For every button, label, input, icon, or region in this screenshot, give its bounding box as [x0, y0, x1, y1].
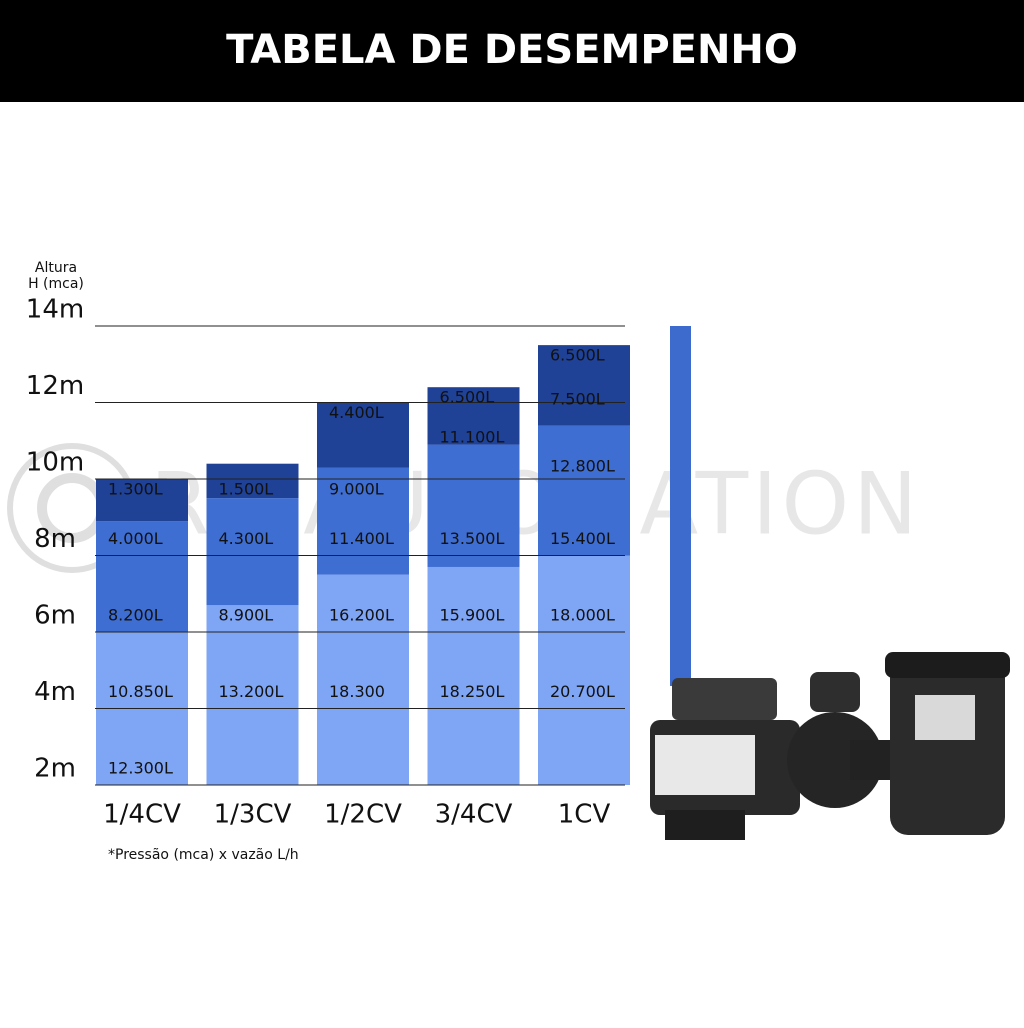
y-tick-label: 2m — [34, 754, 76, 784]
bar-segment — [538, 345, 630, 426]
y-axis-label: H (mca) — [28, 276, 84, 292]
bar-segment — [317, 574, 409, 785]
flow-label: 6.500L — [440, 387, 495, 406]
title-band — [0, 0, 1024, 102]
bar-segment — [206, 498, 299, 606]
flow-label: 15.900L — [440, 606, 505, 625]
bar-segment — [206, 605, 299, 785]
y-tick-label: 12m — [26, 371, 84, 401]
x-tick-label: 1CV — [558, 800, 611, 830]
x-tick-label: 1/4CV — [103, 800, 181, 830]
flow-label: 9.000L — [329, 479, 384, 498]
x-tick-label: 1/3CV — [214, 800, 292, 830]
flow-label: 18.300 — [329, 682, 385, 701]
bar-segment — [427, 566, 520, 785]
y-tick-label: 14m — [26, 295, 84, 325]
flow-label: 12.800L — [550, 456, 615, 475]
flow-label: 4.300L — [219, 529, 274, 548]
x-tick-label: 3/4CV — [435, 800, 513, 830]
flow-label: 8.900L — [219, 606, 274, 625]
bar-segment — [538, 425, 630, 556]
bar-segment — [427, 387, 520, 445]
flow-label: 1.300L — [108, 479, 163, 498]
flow-label: 8.200L — [108, 606, 163, 625]
bar-segment — [206, 463, 299, 499]
flow-label: 18.000L — [550, 606, 615, 625]
decor-bar — [670, 326, 691, 686]
flow-label: 13.500L — [440, 529, 505, 548]
bar-segment — [538, 555, 630, 785]
flow-label: 11.100L — [440, 428, 505, 447]
bar-segment — [96, 479, 188, 522]
x-tick-label: 1/2CV — [324, 800, 402, 830]
y-tick-label: 8m — [34, 524, 76, 554]
flow-label: 1.500L — [219, 479, 274, 498]
y-tick-label: 10m — [26, 448, 84, 478]
footnote: *Pressão (mca) x vazão L/h — [108, 847, 299, 863]
chart-title: TABELA DE DESEMPENHO — [226, 27, 798, 73]
bar-segment — [96, 521, 188, 632]
flow-label: 20.700L — [550, 682, 615, 701]
y-tick-label: 4m — [34, 677, 76, 707]
flow-label: 7.500L — [550, 389, 605, 408]
flow-label: 11.400L — [329, 529, 394, 548]
flow-label: 16.200L — [329, 606, 394, 625]
flow-label: 10.850L — [108, 682, 173, 701]
flow-label: 15.400L — [550, 529, 615, 548]
flow-label: 13.200L — [219, 682, 284, 701]
bar-segment — [427, 444, 520, 567]
bar-segment — [317, 402, 409, 468]
flow-label: 12.300L — [108, 759, 173, 778]
flow-label: 18.250L — [440, 682, 505, 701]
bar-segment — [317, 467, 409, 575]
flow-label: 4.000L — [108, 529, 163, 548]
flow-label: 6.500L — [550, 345, 605, 364]
y-tick-label: 6m — [34, 601, 76, 631]
flow-label: 4.400L — [329, 403, 384, 422]
y-axis-label: Altura — [35, 260, 77, 276]
pump-image — [650, 652, 1010, 840]
